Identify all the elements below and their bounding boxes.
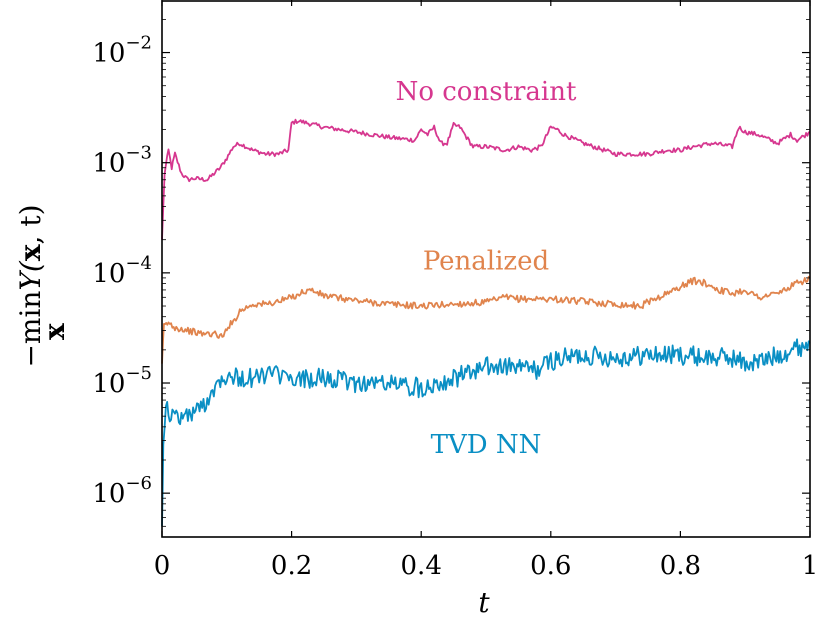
y-axis-title: −minY(x, t) x xyxy=(14,204,71,367)
y-tick-label: 10−4 xyxy=(92,253,152,289)
x-tick-label: 0.6 xyxy=(530,551,571,581)
labels-layer: 0 0.2 0.4 0.6 0.8 1 10−2 10−3 10−4 10−5 10−6 No con… xyxy=(92,33,818,581)
series-line-1 xyxy=(161,275,811,364)
y-tick-label: 10−2 xyxy=(92,33,152,69)
series-line-0 xyxy=(161,118,811,240)
y-axis-title-suffix: , t) xyxy=(14,204,47,244)
series-label: No constraint xyxy=(396,77,577,107)
y-axis-title-subscript: x xyxy=(38,323,71,340)
y-axis-title-bold: x xyxy=(14,244,47,261)
x-axis-title: t xyxy=(478,586,490,619)
y-tick-label: 10−5 xyxy=(92,363,152,399)
y-tick-label: 10−6 xyxy=(92,473,152,509)
series-layer xyxy=(161,118,811,527)
y-axis-title-prefix: −min xyxy=(14,291,47,368)
svg-text:−minY(x, t): −minY(x, t) xyxy=(14,204,47,367)
x-tick-label: 0.8 xyxy=(660,551,701,581)
series-label: TVD NN xyxy=(431,430,542,460)
series-line-2 xyxy=(161,338,811,527)
series-label: Penalized xyxy=(423,246,549,276)
y-tick-label: 10−3 xyxy=(92,143,152,179)
x-tick-label: 1 xyxy=(802,551,819,581)
x-tick-label: 0 xyxy=(154,551,171,581)
plot-frame xyxy=(161,0,811,538)
x-tick-label: 0.2 xyxy=(271,551,312,581)
y-axis-title-main: Y( xyxy=(14,260,47,290)
x-tick-label: 0.4 xyxy=(401,551,442,581)
